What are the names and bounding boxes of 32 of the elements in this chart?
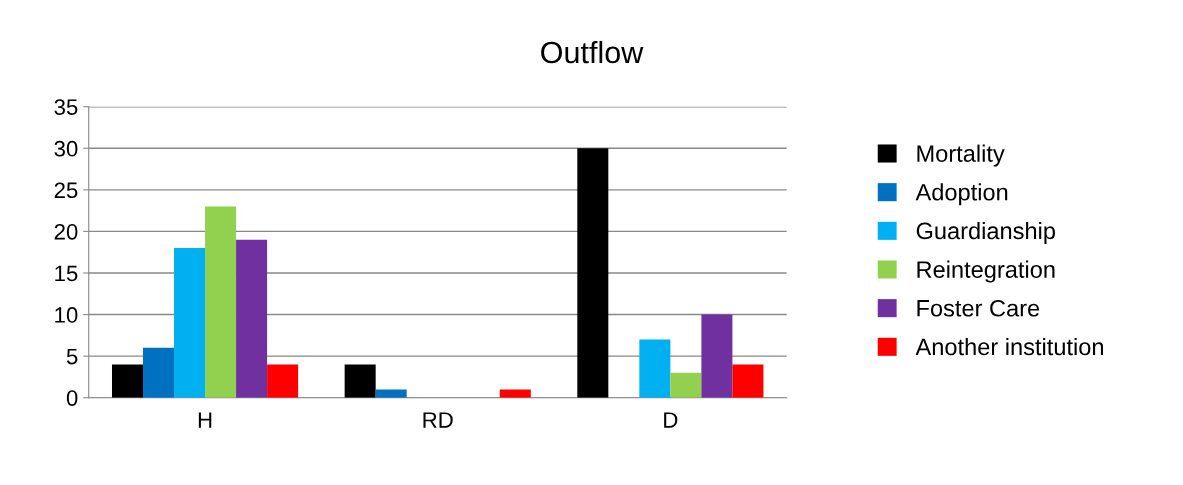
y-tick-label: 10 <box>55 307 78 323</box>
bar <box>499 389 531 398</box>
y-tick-label: 0 <box>66 390 78 406</box>
chart-title: Outflow <box>541 40 644 64</box>
bar <box>267 364 299 398</box>
bar <box>701 314 733 398</box>
bar <box>670 372 702 398</box>
bar <box>639 339 671 398</box>
bar <box>111 364 144 398</box>
legend-label: Mortality <box>917 144 1005 167</box>
x-tick-label: RD <box>423 412 453 428</box>
legend-label: Foster Care <box>917 299 1040 317</box>
bar <box>174 248 206 398</box>
y-tick-label: 25 <box>54 182 78 199</box>
y-tick-label: 35 <box>54 99 78 115</box>
bar <box>732 364 764 398</box>
legend-label: Guardianship <box>916 221 1055 244</box>
bar <box>375 389 407 398</box>
legend-label: Adoption <box>915 183 1008 206</box>
bar <box>236 239 268 398</box>
bar <box>143 347 175 398</box>
x-tick-label: H <box>198 412 212 428</box>
y-tick-label: 15 <box>55 265 78 282</box>
legend-label: Another institution <box>915 337 1103 356</box>
y-tick-label: 5 <box>66 348 78 365</box>
x-tick-label: D <box>664 412 678 428</box>
bar <box>344 364 376 398</box>
y-tick-label: 30 <box>54 140 78 157</box>
legend-label: Reintegration <box>917 260 1055 283</box>
y-tick-label: 20 <box>54 223 78 240</box>
bar <box>205 206 237 398</box>
bar <box>577 148 609 398</box>
